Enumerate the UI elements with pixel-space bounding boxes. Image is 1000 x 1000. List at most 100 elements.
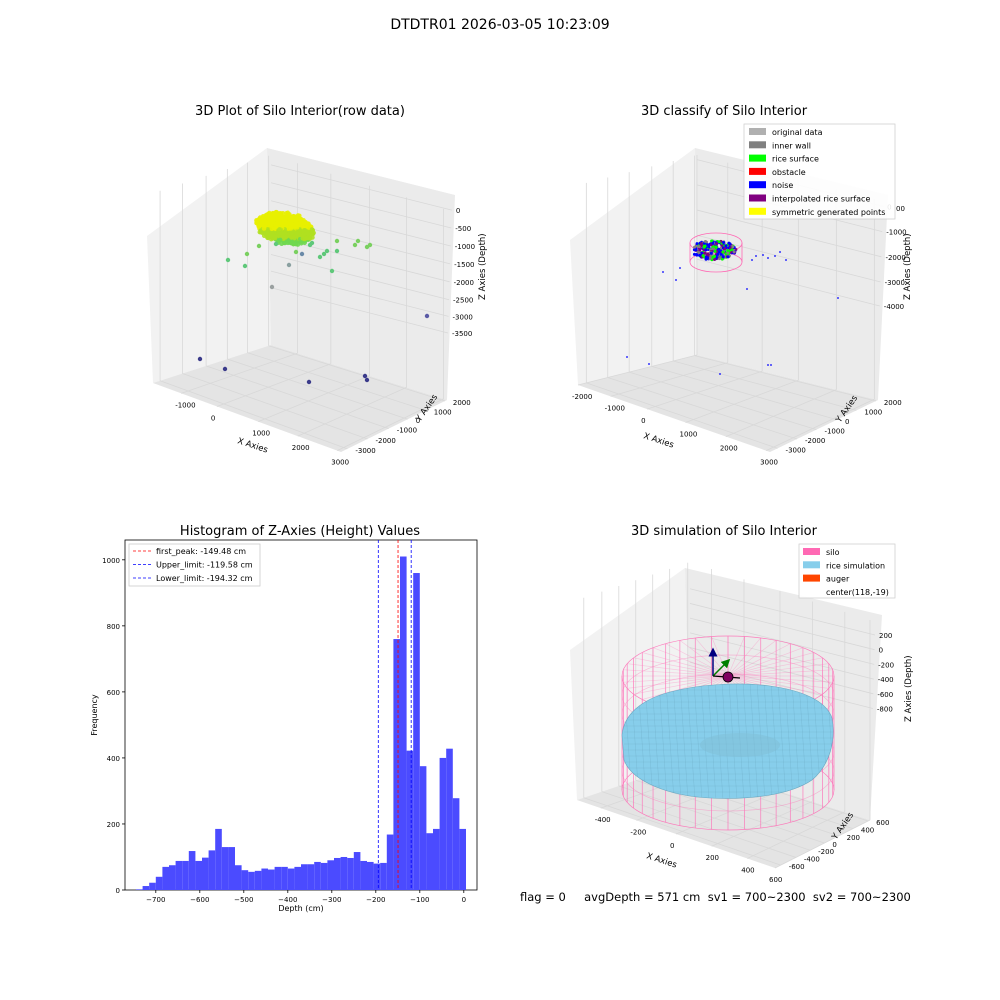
raw-point — [293, 249, 299, 255]
z-tick-label: -3500 — [452, 330, 472, 338]
histogram-bar — [367, 861, 374, 890]
rice-mesh-line — [693, 684, 703, 799]
legend-label: auger — [826, 575, 850, 584]
y-tick-label: -3000 — [786, 446, 806, 454]
histogram-bar — [202, 857, 209, 890]
y-tick-label: 0 — [116, 887, 120, 895]
x-tick-label: −300 — [322, 896, 341, 904]
legend-label: Upper_limit: -119.58 cm — [156, 561, 253, 570]
histogram-bar — [162, 866, 169, 890]
raw-point — [256, 243, 262, 249]
y-tick-label: 0 — [416, 417, 420, 425]
x-tick-label: 3000 — [760, 459, 778, 467]
x-tick-label: −700 — [146, 896, 165, 904]
noise-point — [751, 259, 753, 261]
raw-point — [362, 373, 368, 379]
rice-mesh-line — [658, 684, 668, 799]
plot2-z-label: Z Axies (Depth) — [903, 233, 913, 300]
silo-spoke — [727, 675, 823, 695]
rice-mesh-line — [679, 684, 689, 799]
classified-point — [727, 249, 731, 253]
y-tick-label: -2000 — [376, 437, 396, 445]
classified-point — [714, 245, 718, 249]
x-tick-label: −400 — [278, 896, 297, 904]
legend-swatch — [803, 574, 820, 582]
raw-point — [281, 220, 287, 226]
raw-point — [302, 221, 307, 226]
page-title: DTDTR01 2026-03-05 10:23:09 — [390, 17, 610, 33]
rice-mesh-line — [651, 684, 661, 799]
x-tick-label: -400 — [595, 816, 611, 824]
legend-swatch — [749, 128, 766, 135]
classified-point — [695, 242, 699, 246]
legend-label: interpolated rice surface — [772, 195, 870, 204]
histogram-chart: −700 −600 −500 −400 −300 −200 −100 0 0 200 400 600 8… — [90, 539, 478, 913]
raw-point — [309, 227, 315, 232]
raw-point — [261, 226, 267, 231]
histogram-bar — [307, 864, 315, 890]
legend-swatch — [749, 181, 766, 189]
classified-point — [693, 245, 697, 249]
raw-point — [296, 221, 302, 227]
plot2-legend: original data inner wall rice surface obsta… — [743, 123, 896, 220]
silo-spoke — [727, 637, 762, 677]
plot1-x-label: X Axies — [236, 436, 269, 455]
histogram-bar — [340, 856, 348, 890]
z-tick-label: -2000 — [885, 254, 905, 262]
classified-point — [705, 243, 709, 247]
raw-point — [277, 227, 282, 232]
y-tick-label: 200 — [107, 821, 120, 829]
raw-point — [273, 241, 279, 247]
histogram-bar — [188, 851, 196, 890]
raw-point — [299, 251, 305, 257]
plot2-title: 3D classify of Silo Interior — [640, 104, 808, 119]
silo-spoke — [727, 643, 791, 677]
histogram-bar — [353, 852, 361, 890]
raw-point — [269, 284, 275, 290]
noise-point — [746, 288, 748, 290]
noise-point — [755, 255, 757, 257]
histogram-bar — [301, 864, 308, 890]
raw-point — [289, 230, 295, 236]
classified-point — [726, 255, 730, 259]
raw-point — [281, 214, 286, 220]
raw-point — [244, 251, 250, 257]
histogram-bar — [294, 866, 301, 890]
z-tick-label: 0 — [456, 207, 460, 215]
y-tick-label: -3000 — [355, 447, 375, 455]
rice-mesh-line — [686, 684, 696, 799]
classified-point — [698, 248, 702, 252]
raw-point — [424, 313, 430, 319]
x-tick-label: −100 — [410, 896, 429, 904]
rice-mesh-line — [798, 684, 808, 799]
raw-point — [307, 236, 313, 241]
classified-point — [726, 251, 730, 255]
legend-label: symmetric generated points — [772, 208, 885, 217]
x-tick-label: 400 — [741, 866, 754, 874]
raw-point — [334, 238, 340, 244]
legend-label: center(118,-19) — [826, 588, 889, 597]
raw-point — [367, 242, 373, 248]
y-tick-label: 400 — [861, 827, 874, 835]
classified-point — [707, 245, 711, 249]
y-tick-label: 800 — [107, 623, 120, 631]
histogram-bar — [459, 828, 466, 890]
raw-point — [257, 216, 262, 222]
raw-point — [306, 379, 312, 385]
y-tick-label: 1000 — [864, 408, 882, 416]
histogram-bar — [419, 766, 427, 890]
legend-swatch — [749, 207, 766, 215]
histogram-bar — [380, 862, 387, 890]
rice-mesh-line — [672, 684, 682, 799]
classified-point — [720, 244, 724, 248]
z-tick-label: -2500 — [453, 297, 473, 305]
histogram-bar — [393, 639, 400, 890]
raw-point — [317, 254, 323, 260]
raw-point — [289, 240, 295, 246]
plot1-back-pane — [267, 148, 455, 400]
classified-point — [722, 240, 726, 244]
legend-label: first_peak: -149.48 cm — [156, 547, 246, 556]
x-tick-label: 0 — [462, 896, 466, 904]
raw-point — [289, 235, 294, 240]
z-tick-label: -200 — [878, 661, 894, 669]
